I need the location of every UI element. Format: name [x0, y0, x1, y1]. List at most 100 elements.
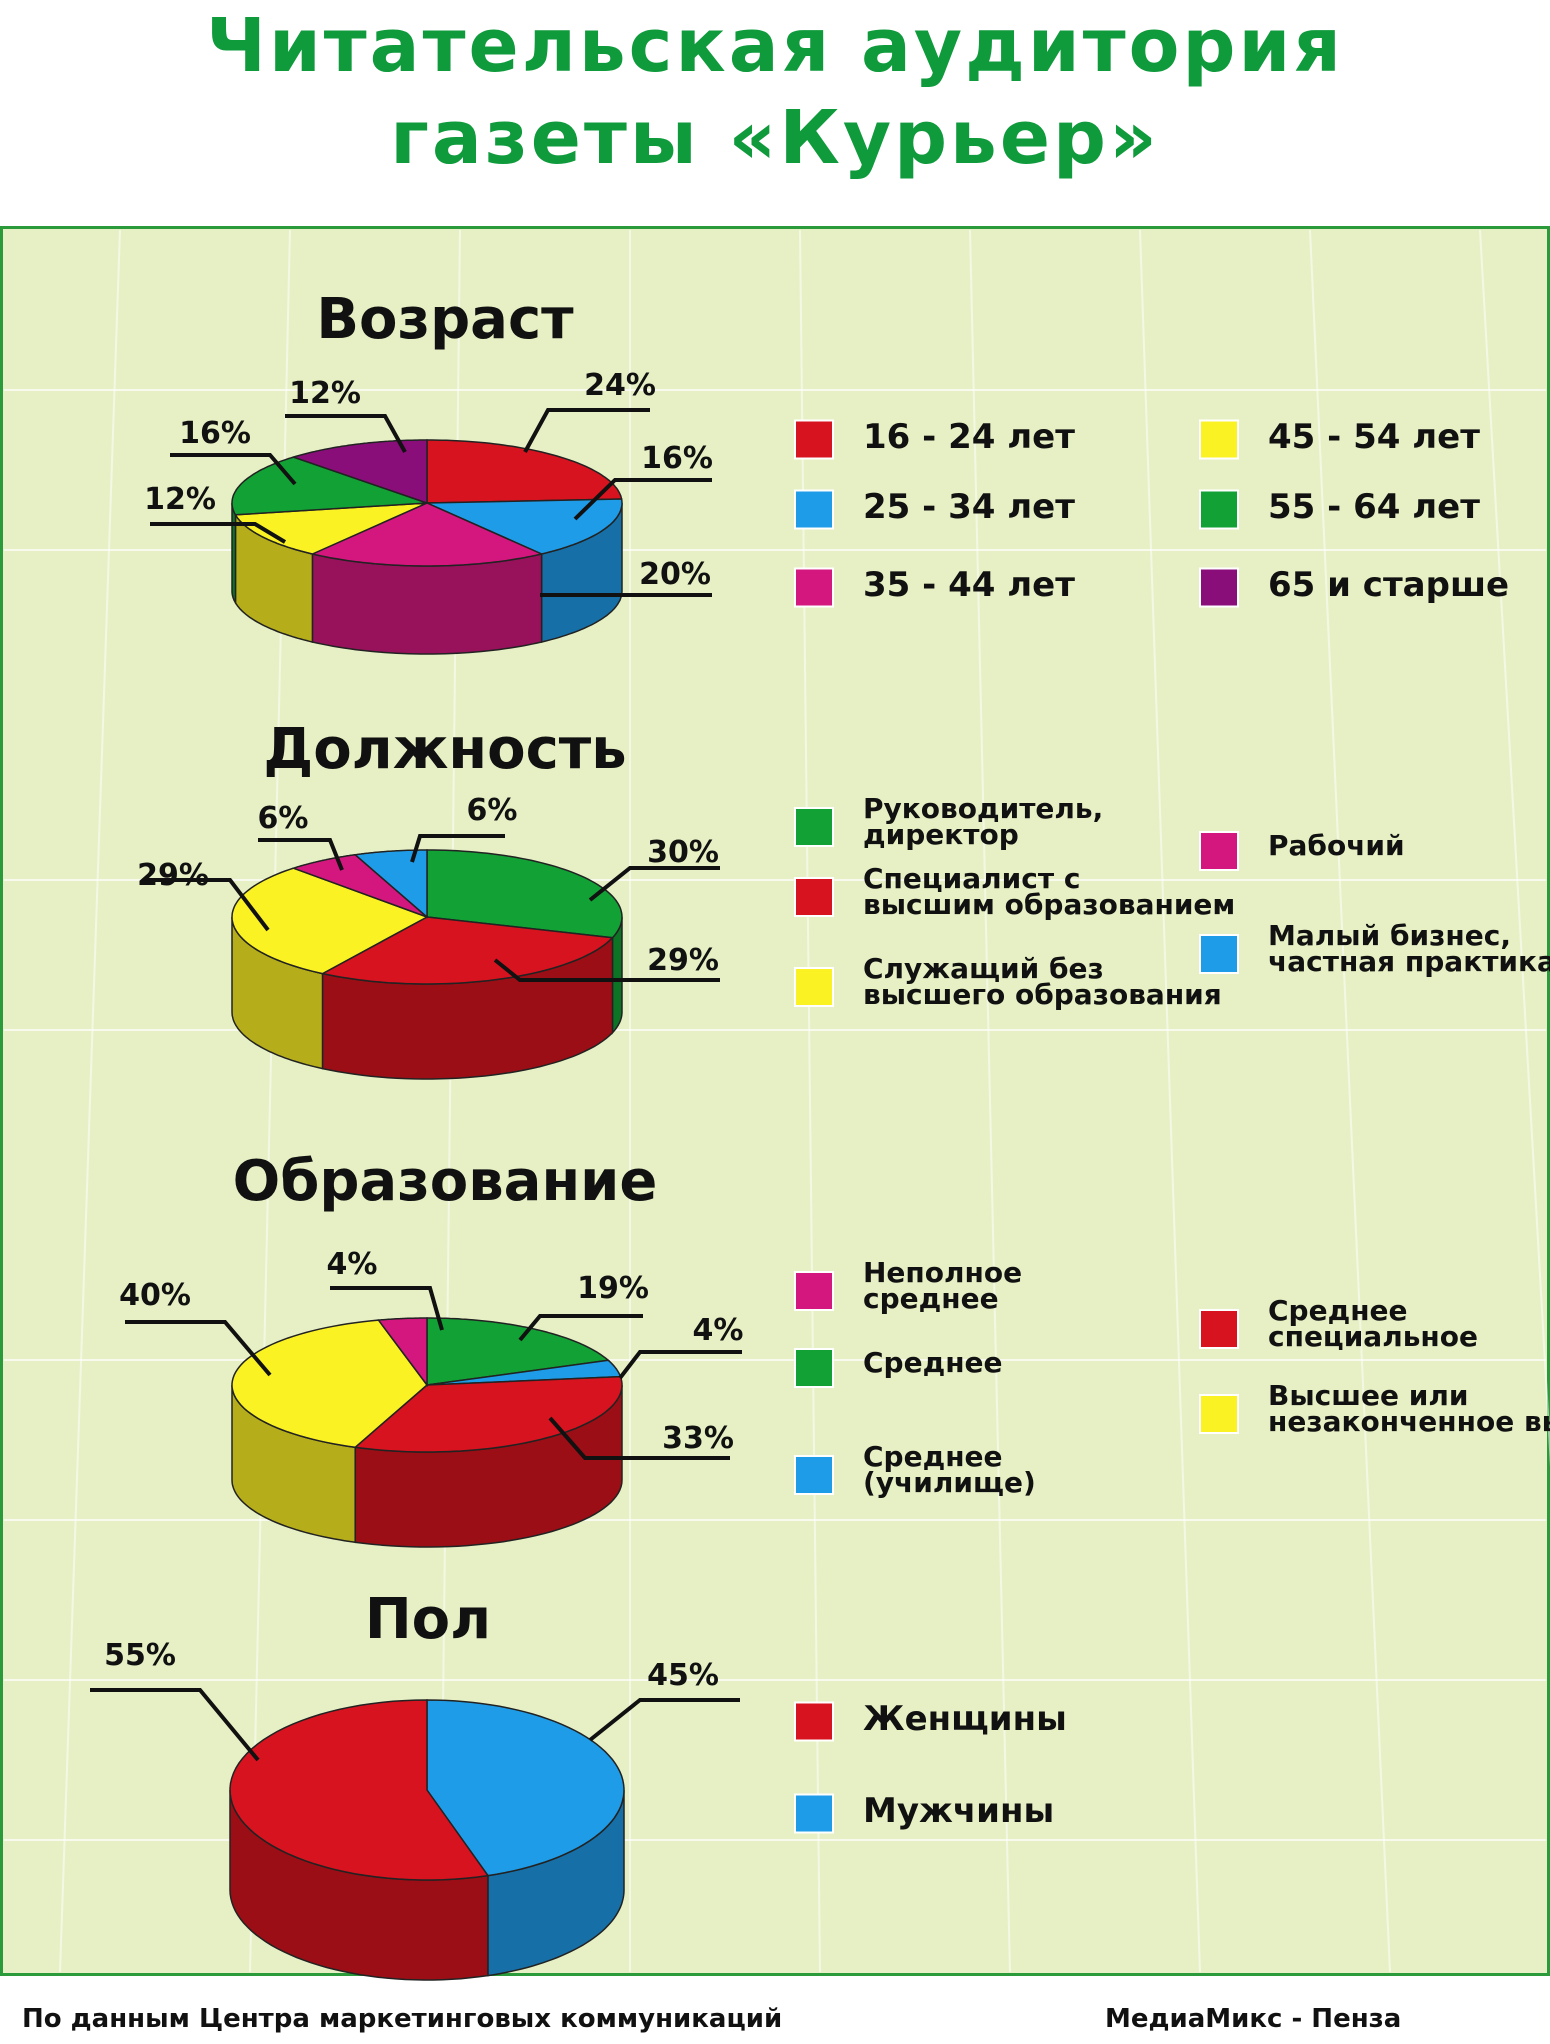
footer-publisher: МедиаМикс - Пенза — [1105, 2004, 1402, 2034]
leader-line — [125, 1320, 272, 1377]
legend-swatch — [1199, 1309, 1239, 1349]
leader-line — [410, 834, 505, 863]
legend-swatch — [1199, 1394, 1239, 1434]
legend-label: Руководитель, директор — [863, 792, 1103, 851]
pie-slice — [309, 502, 545, 567]
chart-1: Возраст 24% 16% 20% 12% 16% 12% 16 - 24 лет 25 -… — [144, 287, 1509, 655]
leader-line — [518, 1314, 643, 1342]
data-label: 29% — [647, 943, 719, 978]
chart-title: Образование — [233, 1149, 658, 1214]
pie-slice — [231, 1319, 429, 1449]
grid-line — [1309, 229, 1391, 1973]
legend-entry: 25 - 34 лет — [794, 487, 1075, 530]
legend-entry: Среднее — [794, 1346, 1003, 1388]
legend-swatch — [1199, 831, 1239, 871]
legend-entry: Среднее специальное — [1199, 1294, 1478, 1353]
legend-entry: 45 - 54 лет — [1199, 417, 1480, 460]
data-label: 6% — [258, 801, 309, 836]
legend-label: Служащий без высшего образования — [863, 952, 1222, 1011]
legend-swatch — [794, 419, 834, 460]
chart-2: Должность 30% 29% 29% 6% 6% Руководитель, дирек… — [137, 717, 1550, 1080]
pie-slice — [229, 1699, 490, 1881]
pie-slice — [231, 867, 429, 975]
leader-line — [588, 1698, 740, 1742]
leader-line — [170, 453, 297, 486]
legend-entry: Специалист с высшим образованием — [794, 862, 1235, 921]
legend-label: 55 - 64 лет — [1268, 487, 1480, 527]
legend-entry: 16 - 24 лет — [794, 417, 1075, 460]
leader-line — [523, 408, 650, 453]
pie-slice — [377, 1317, 428, 1388]
data-label: 4% — [693, 1313, 744, 1348]
pie-slice — [231, 456, 428, 516]
leader-line — [573, 478, 712, 521]
legend-label: Неполное среднее — [863, 1256, 1022, 1315]
pie-slice — [320, 916, 615, 985]
legend-label: 65 и старше — [1268, 565, 1509, 605]
legend-swatch — [794, 1348, 834, 1388]
pie-side — [231, 502, 623, 655]
chart-title: Возраст — [316, 287, 574, 352]
pie-slice — [353, 1375, 623, 1453]
data-label: 55% — [104, 1638, 176, 1673]
data-label: 16% — [641, 441, 713, 476]
pie-slice — [426, 498, 623, 555]
leader-line — [493, 958, 720, 982]
legend-label: Рабочий — [1268, 829, 1405, 862]
legend-swatch — [794, 877, 834, 917]
legend-label: Малый бизнес, частная практика — [1268, 919, 1550, 978]
legend-swatch — [794, 1271, 834, 1311]
legend-swatch — [794, 807, 834, 847]
grid-line — [1139, 229, 1201, 1973]
legend-swatch — [794, 567, 834, 608]
leader-line — [150, 522, 287, 544]
pie-side-segment — [231, 503, 237, 606]
pie-side — [231, 916, 623, 1080]
pie-slice — [291, 853, 428, 918]
chart-title: Пол — [365, 1587, 491, 1652]
legend-entry: Женщины — [794, 1699, 1067, 1742]
data-label: 45% — [647, 1658, 719, 1693]
legend-label: 35 - 44 лет — [863, 565, 1075, 605]
grid-line — [59, 229, 121, 1973]
pie-side — [231, 1384, 623, 1548]
pie-side-segment — [311, 553, 543, 655]
legend-label: 45 - 54 лет — [1268, 417, 1480, 457]
data-label: 6% — [467, 793, 518, 828]
data-label: 19% — [577, 1271, 649, 1306]
leader-line — [618, 1350, 742, 1380]
main-title-line2: газеты «Курьер» — [390, 95, 1160, 181]
pie-slice — [426, 1699, 625, 1877]
data-label: 29% — [137, 858, 209, 893]
legend-entry: Служащий без высшего образования — [794, 952, 1222, 1011]
main-title-line1: Читательская аудитория — [206, 3, 1344, 89]
legend-label: Среднее — [863, 1346, 1003, 1379]
leader-line — [285, 414, 407, 453]
pie-slice — [426, 849, 623, 939]
pie-slice — [291, 439, 428, 505]
pie-slice — [426, 1359, 622, 1386]
legend-swatch — [794, 489, 834, 530]
data-label: 16% — [179, 416, 251, 451]
legend-label: 25 - 34 лет — [863, 487, 1075, 527]
legend-label: Мужчины — [863, 1791, 1054, 1831]
legend-entry: 55 - 64 лет — [1199, 487, 1480, 530]
legend-label: Среднее (училище) — [863, 1440, 1036, 1499]
grid-line — [1479, 229, 1550, 1467]
leader-line — [90, 1688, 260, 1762]
legend-label: Специалист с высшим образованием — [863, 862, 1235, 921]
data-label: 20% — [639, 557, 711, 592]
legend-entry: Малый бизнес, частная практика — [1199, 919, 1550, 978]
legend-swatch — [794, 1455, 834, 1495]
legend-entry: Рабочий — [1199, 829, 1405, 871]
data-label: 4% — [327, 1247, 378, 1282]
leader-line — [588, 866, 720, 902]
legend-entry: 65 и старше — [1199, 565, 1509, 608]
data-label: 12% — [144, 482, 216, 517]
legend-swatch — [1199, 934, 1239, 974]
data-label: 24% — [584, 368, 656, 403]
chart-title: Должность — [263, 717, 626, 782]
